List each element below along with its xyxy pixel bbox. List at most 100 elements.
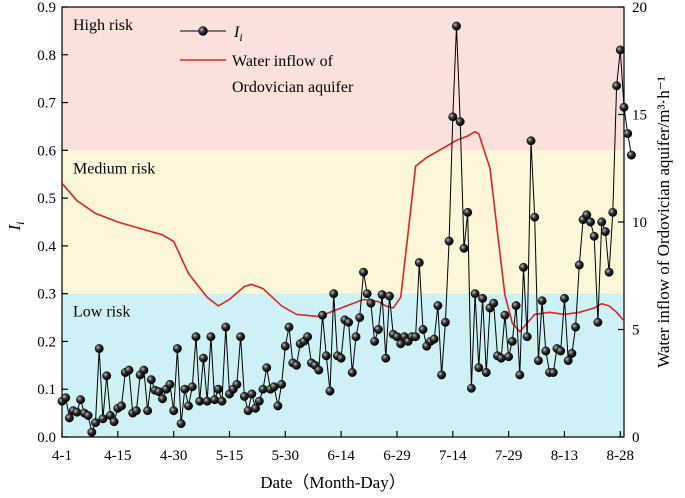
ii-point [198,353,208,363]
ii-point [131,406,141,416]
ii-point [247,389,257,399]
ii-point [277,379,287,389]
ii-point [597,217,607,227]
x-tick-label: 6-14 [327,448,355,464]
ii-point [623,129,633,139]
ii-point [560,293,569,303]
ii-point [470,289,480,299]
ii-point [582,210,592,220]
right-y-tick-label: 5 [632,323,640,339]
x-tick-label: 7-29 [495,448,523,464]
right-y-tick-label: 20 [632,0,647,16]
ii-point [452,21,461,31]
ii-point [615,45,625,55]
ii-point [232,379,242,389]
left-y-tick-label: 0.2 [37,334,56,350]
left-y-tick-label: 0.4 [37,239,56,255]
zone-high-risk [62,7,624,151]
ii-point [236,332,246,342]
zone-label-high-risk: High risk [73,17,133,34]
zone-label-medium-risk: Medium risk [73,160,155,177]
left-y-tick-label: 0.9 [37,0,56,16]
ii-point [117,401,126,411]
ii-point [217,396,227,406]
ii-point [176,419,186,429]
ii-point [251,403,260,413]
ii-point [351,332,361,342]
ii-point [515,370,525,380]
ii-point [474,363,484,373]
ii-point [541,346,551,356]
ii-point [292,360,301,370]
ii-point [433,301,443,311]
ii-point [347,368,357,377]
ii-point [109,417,119,427]
ii-point [321,351,331,361]
ii-point [206,332,216,342]
left-y-tick-label: 0.3 [37,287,56,303]
x-tick-label: 5-15 [216,448,244,464]
ii-point [213,384,223,394]
left-y-tick-label: 0.8 [37,48,56,64]
x-tick-label: 4-15 [104,448,132,464]
zone-low-risk [62,293,624,437]
ii-point [344,317,354,327]
ii-point [619,102,629,112]
ii-point [262,363,272,373]
ii-point [254,396,264,406]
ii-point [83,411,93,420]
ii-point [530,212,540,222]
ii-point [626,150,636,160]
x-tick-label: 4-1 [52,448,72,464]
ii-point [526,136,536,146]
ii-point [362,289,372,299]
zone-label-low-risk: Low risk [73,304,130,321]
ii-point [336,353,346,363]
ii-point [191,332,201,342]
ii-point [377,290,387,300]
left-y-tick-label: 0.5 [37,191,56,207]
ii-point [72,407,82,417]
ii-point [411,332,421,342]
ii-point [481,368,491,377]
x-tick-label: 4-30 [160,448,188,464]
ii-point [459,243,469,253]
ii-point [593,317,603,327]
ii-point [195,396,205,406]
ii-point [221,322,231,332]
ii-point [180,384,190,394]
x-tick-label: 6-29 [383,448,411,464]
ii-point [355,313,365,323]
ii-point [318,310,327,320]
ii-point [444,236,454,246]
ii-point [165,379,175,389]
ii-point [455,117,465,127]
water-inflow-series [61,130,625,333]
ii-point [418,325,428,334]
ii-point [537,296,547,306]
ii-point [87,427,97,437]
ii-point [507,336,517,346]
ii-point [385,291,394,301]
x-tick-label: 8-28 [607,448,635,464]
right-y-tick-label: 15 [632,108,647,124]
ii-point [269,382,279,392]
ii-point [169,406,179,416]
ii-point [187,382,197,392]
ii-point [496,353,506,363]
ii-point [589,231,599,241]
left-y-tick-label: 0.7 [37,96,56,112]
ii-point [429,334,439,344]
x-tick-label: 5-30 [272,448,300,464]
ii-point [139,365,149,375]
ii-point [574,260,584,270]
ii-point [102,371,112,381]
ii-point [548,368,558,377]
ii-point [64,413,74,423]
ii-point [600,227,610,237]
ii-point [184,401,193,411]
ii-point [314,365,324,375]
ii-point [414,258,424,268]
ii-point [500,310,510,320]
